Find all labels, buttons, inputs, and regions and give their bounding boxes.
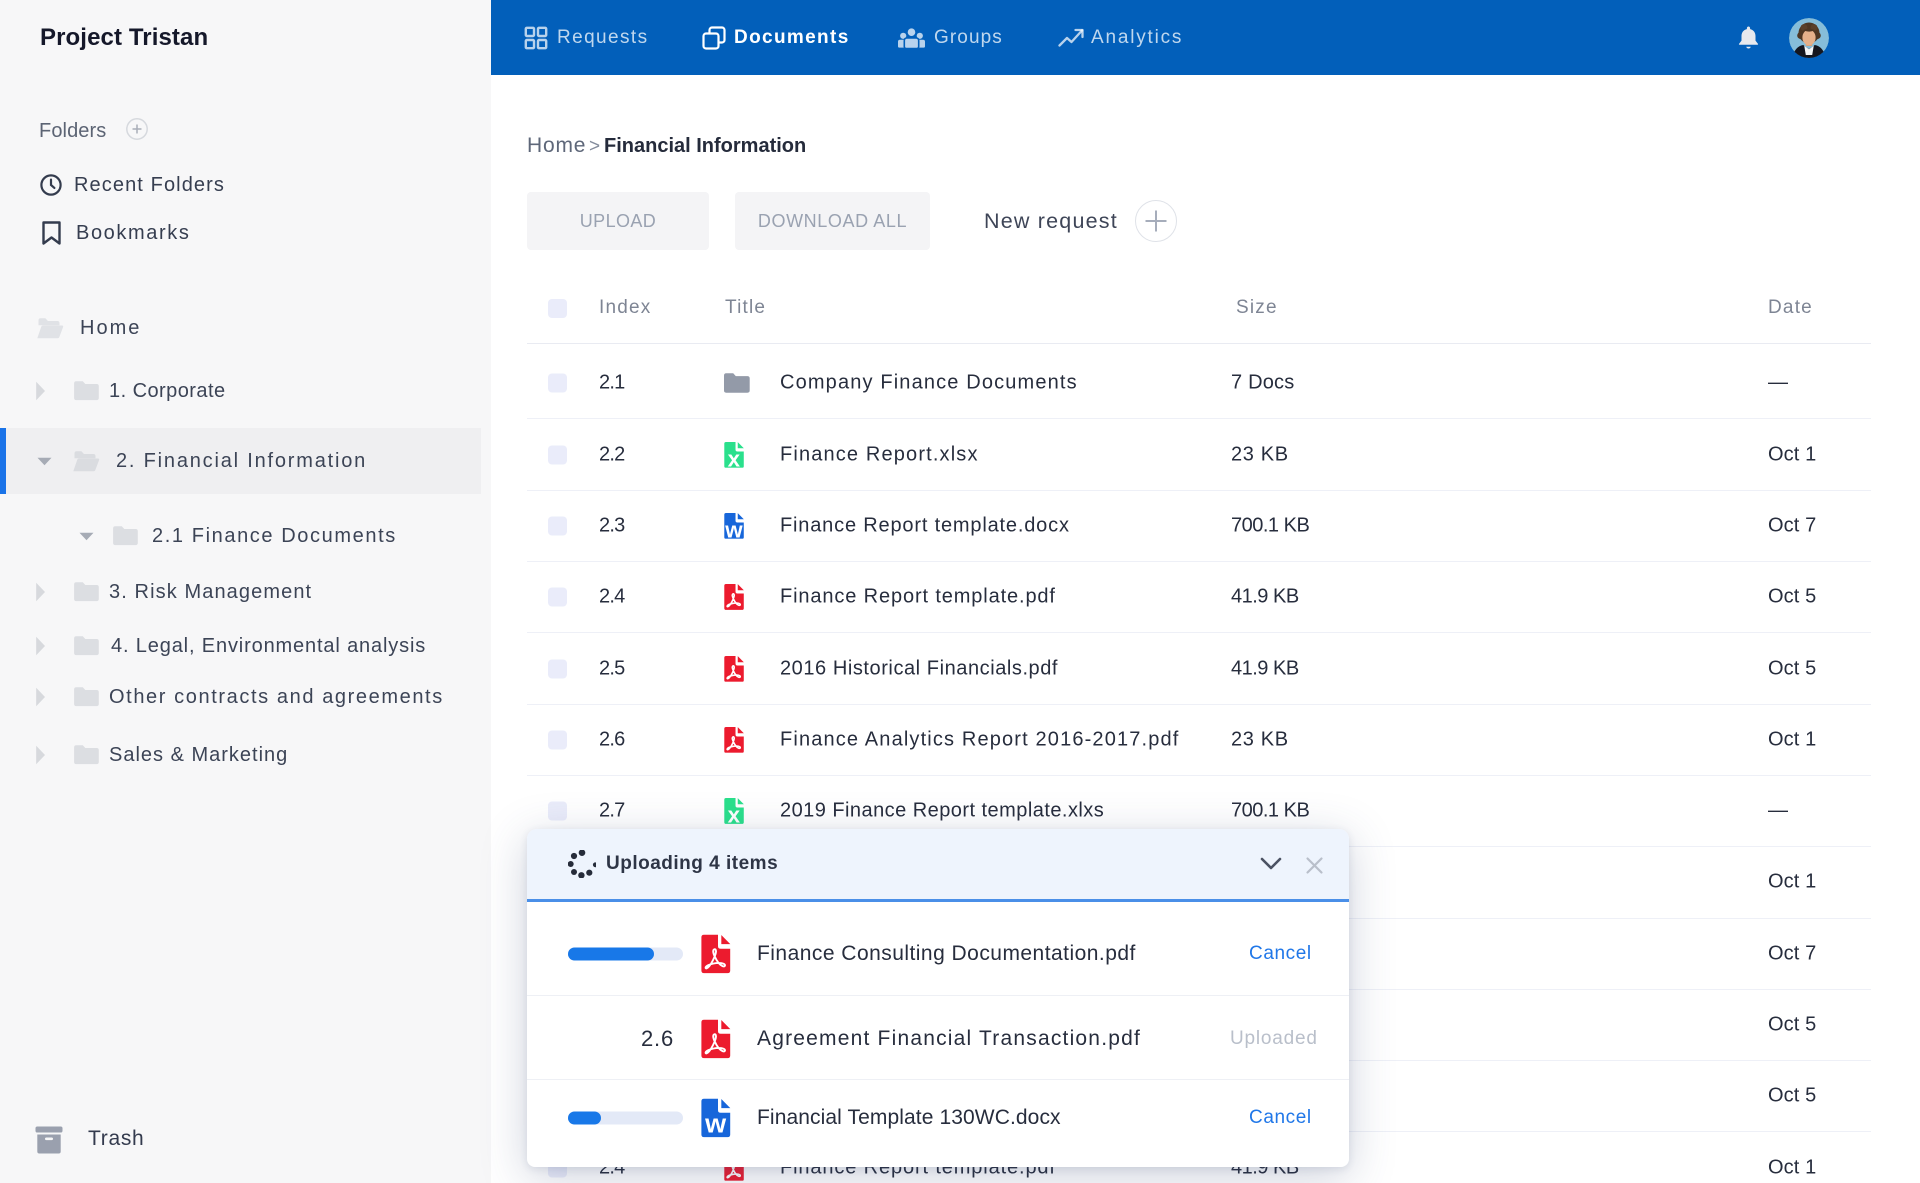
svg-text:w: w — [724, 517, 743, 539]
svg-text:w: w — [704, 1109, 727, 1138]
svg-text:x: x — [728, 803, 741, 825]
svg-text:x: x — [728, 446, 741, 468]
